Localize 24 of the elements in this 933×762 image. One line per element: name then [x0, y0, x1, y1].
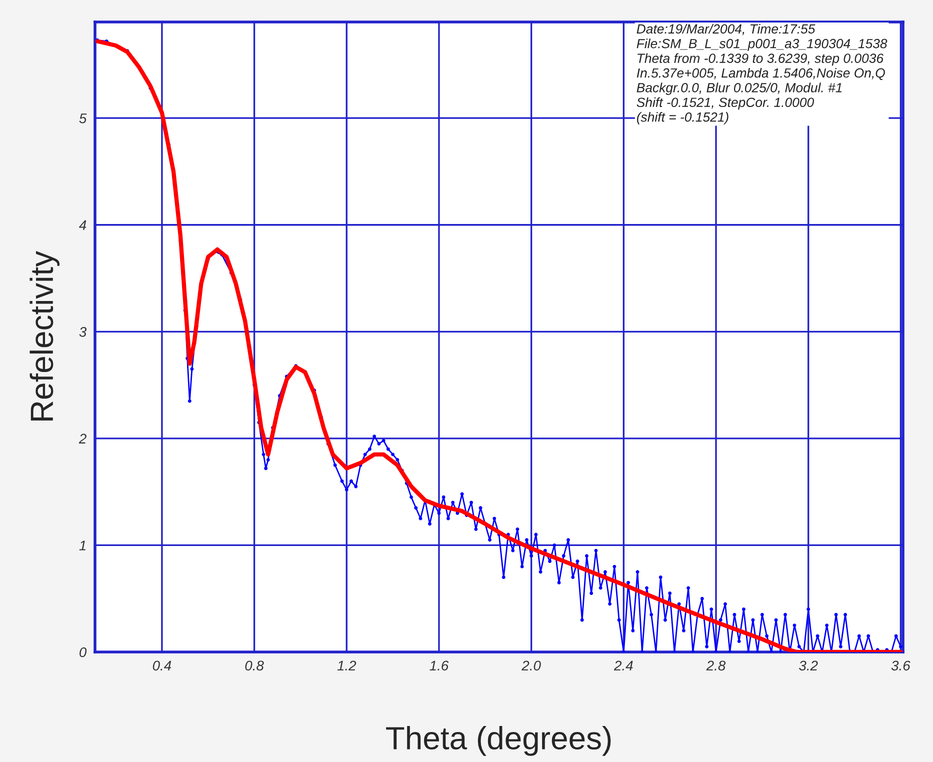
x-tick-label: 2.0	[522, 660, 541, 671]
x-tick-label: 2.4	[614, 660, 633, 670]
x-tick-label: 0.8	[245, 660, 264, 671]
y-tick-label: 5	[79, 114, 87, 124]
y-tick-label: 3	[79, 326, 87, 337]
x-tick-label: 1.6	[430, 660, 449, 671]
annotation: Date:19/Mar/2004, Time:17:55	[636, 24, 816, 36]
x-tick-label: 2.8	[706, 660, 726, 671]
x-tick-label: 3.2	[799, 660, 818, 671]
y-tick-label: 1	[79, 540, 86, 550]
annotation: (shift = -0.1521)	[636, 112, 728, 124]
annotation: Shift -0.1521, StepCor. 1.0000	[636, 97, 814, 110]
y-tick-label: 0	[80, 647, 87, 658]
annotation: Theta from -0.1339 to 3.6239, step 0.0036	[638, 53, 884, 66]
x-axis-title: Theta (degrees)	[386, 726, 611, 756]
x-tick-label: 3.6	[891, 660, 910, 671]
y-tick-label: 2	[78, 434, 86, 444]
y-axis-title: Refelectivity	[30, 250, 60, 420]
annotation: Backgr.0.0, Blur 0.025/0, Modul. #1	[636, 82, 842, 95]
x-tick-label: 1.2	[337, 660, 356, 670]
x-tick-label: 0.4	[152, 660, 172, 671]
y-tick-label: 4	[79, 220, 86, 230]
annotation: File:SM_B_L_s01_p001_a3_190304_1538	[636, 38, 888, 51]
annotation: In.5.37e+005, Lambda 1.5406,Noise On,Q	[636, 68, 885, 80]
